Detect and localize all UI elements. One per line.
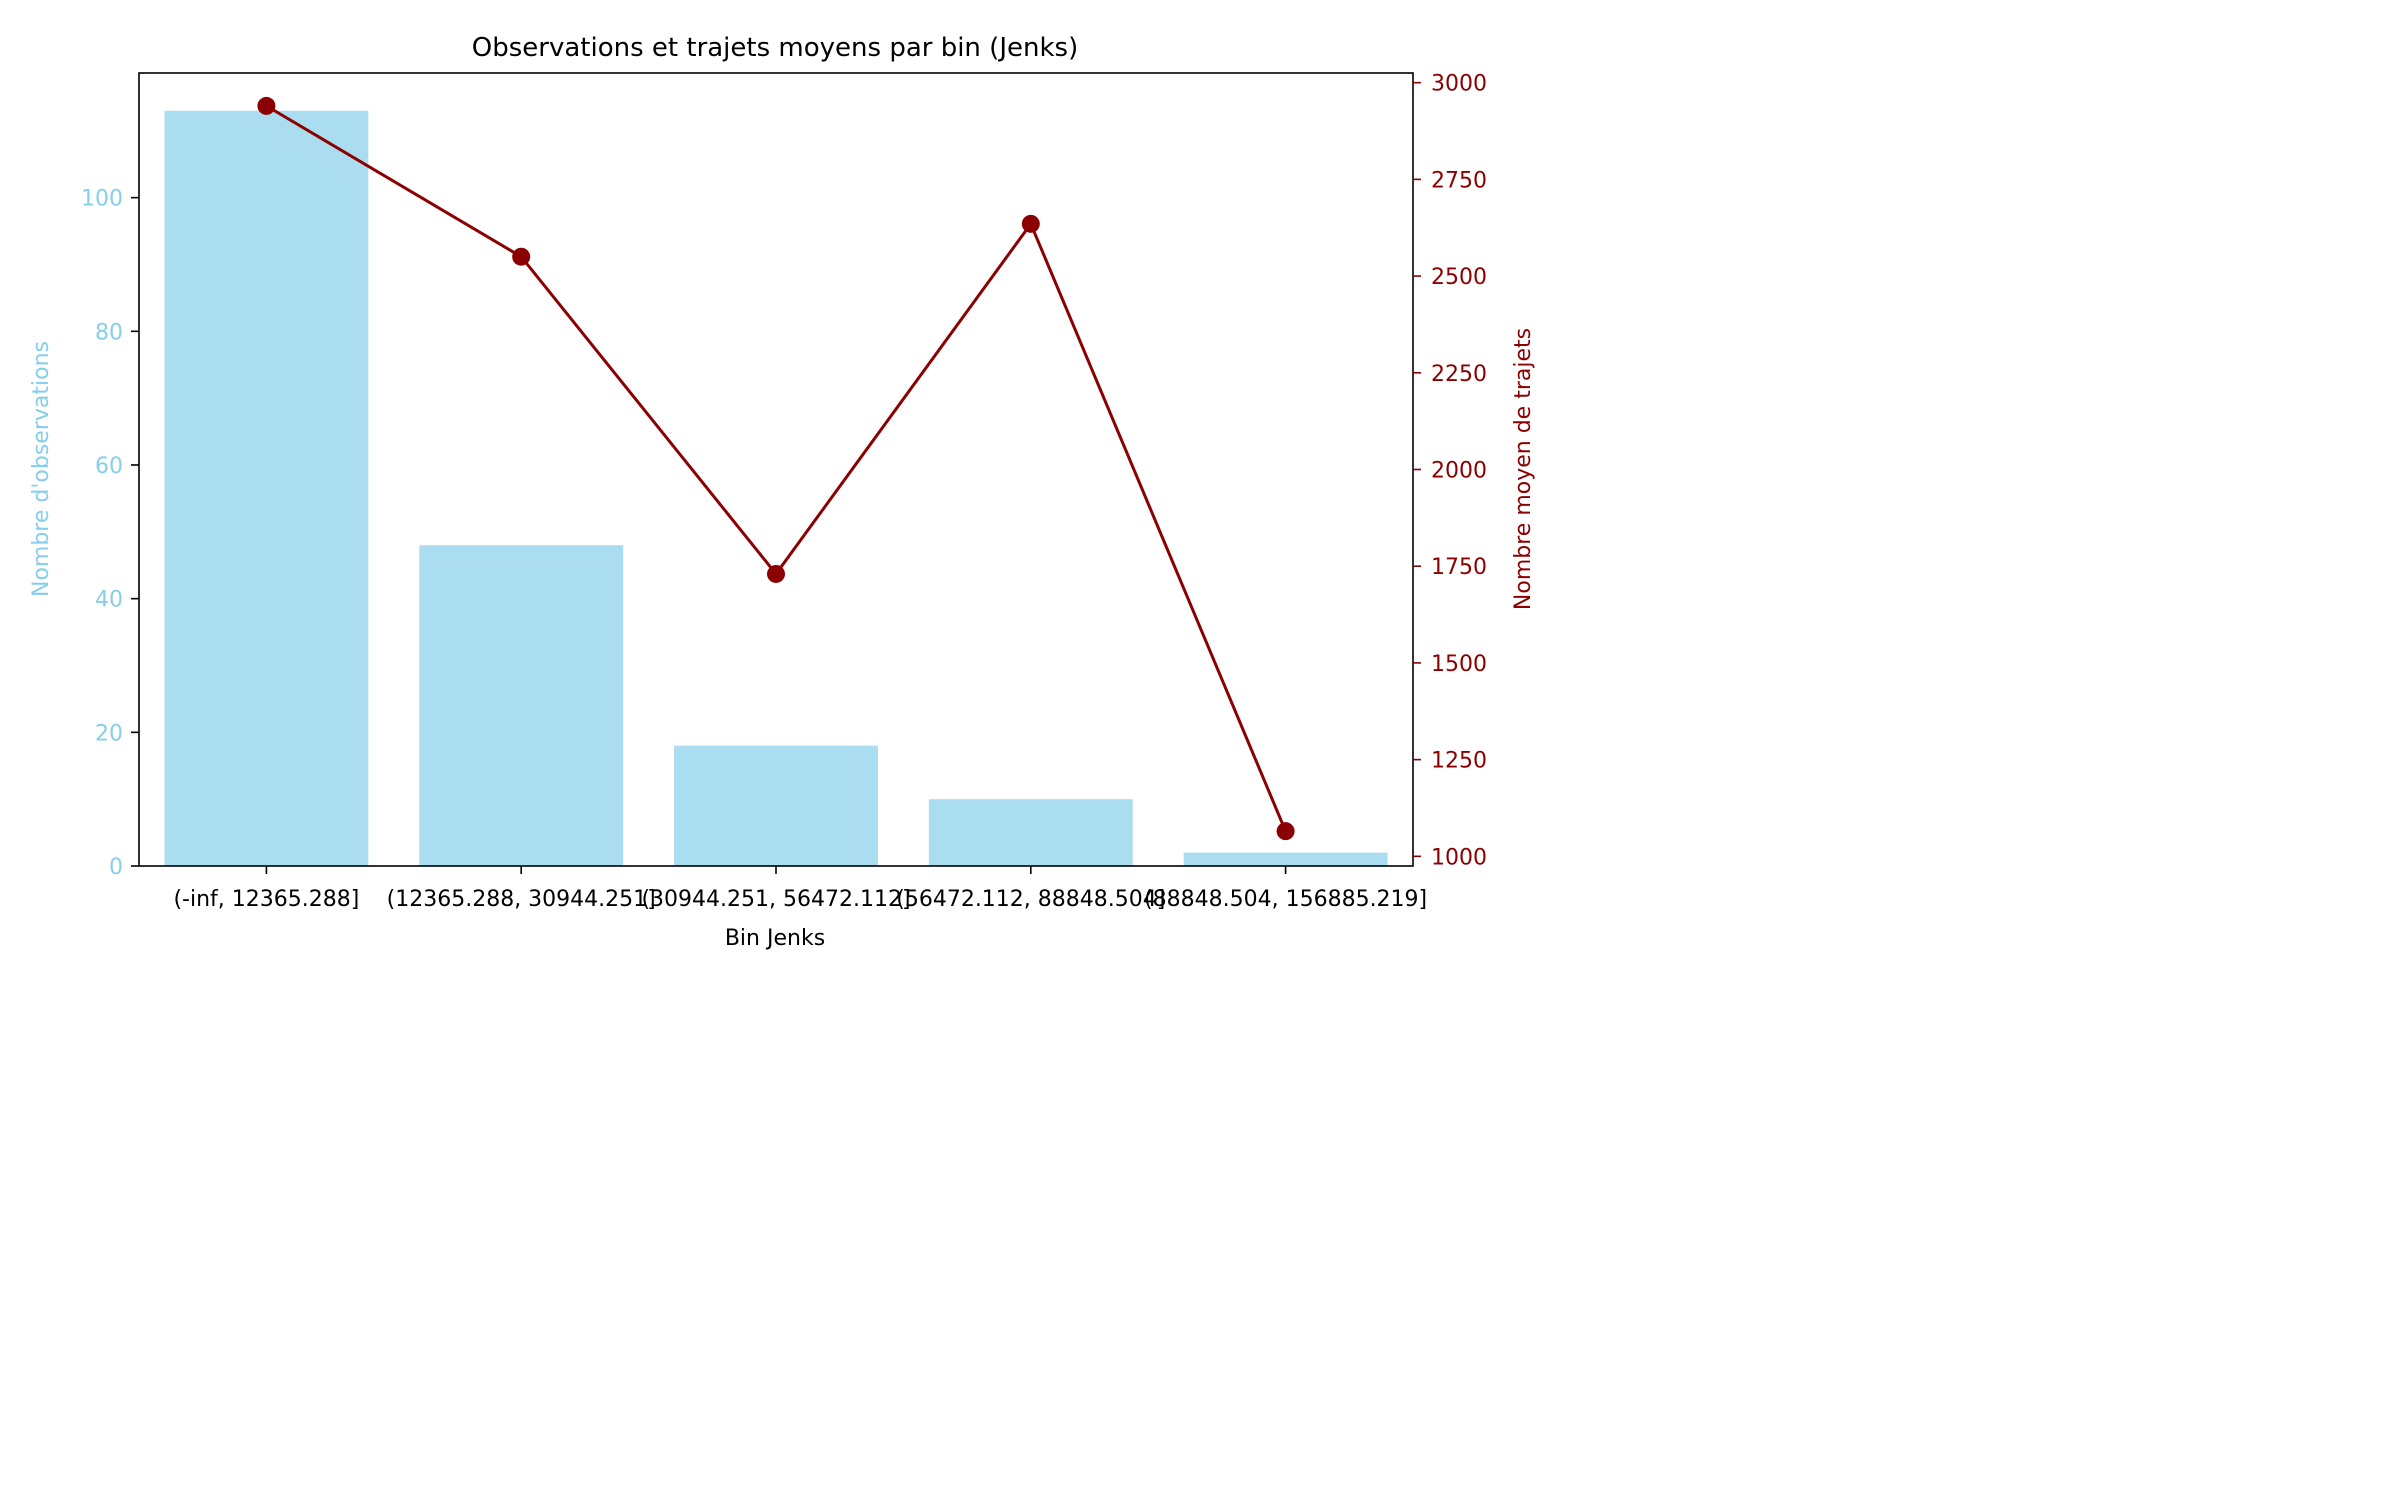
y2-tick-label: 1750 [1431,555,1487,580]
line-point [1021,214,1040,233]
bar [1183,852,1388,866]
y2-tick-label: 2250 [1431,362,1487,387]
bar [419,545,624,866]
y-tick-label: 60 [95,454,123,479]
y2-tick-label: 1000 [1431,845,1487,870]
chart: Observations et trajets moyens par bin (… [29,33,1536,951]
y2-axis-label: Nombre moyen de trajets [1511,328,1536,610]
y-tick-label: 80 [95,320,123,345]
x-axis-label: Bin Jenks [725,926,825,951]
line-point [767,564,785,583]
y-axis-label: Nombre d'observations [29,341,54,597]
y2-tick-label: 2500 [1431,265,1487,290]
y2-tick-label: 2000 [1431,459,1487,484]
x-tick-label: (12365.288, 30944.251] [387,887,656,912]
y-tick-label: 40 [95,588,123,613]
x-tick-label: (-inf, 12365.288] [173,887,359,912]
x-tick-label: (56472.112, 88848.504] [896,887,1165,912]
line-point [1276,822,1295,841]
y-tick-label: 20 [95,721,123,746]
line-point [512,247,531,266]
y2-tick-label: 1250 [1431,749,1487,774]
y-tick-label: 100 [81,187,123,212]
bar [164,110,369,866]
chart-title: Observations et trajets moyens par bin (… [472,33,1078,63]
y2-tick-label: 1500 [1431,652,1487,677]
bar [674,745,878,866]
y-tick-label: 0 [109,855,123,880]
y2-tick-label: 3000 [1431,72,1487,97]
line-point [257,96,276,115]
x-tick-label: (30944.251, 56472.112] [641,887,910,912]
bar [928,799,1133,866]
x-tick-label: (88848.504, 156885.219] [1144,887,1427,912]
y2-tick-label: 2750 [1431,168,1487,193]
